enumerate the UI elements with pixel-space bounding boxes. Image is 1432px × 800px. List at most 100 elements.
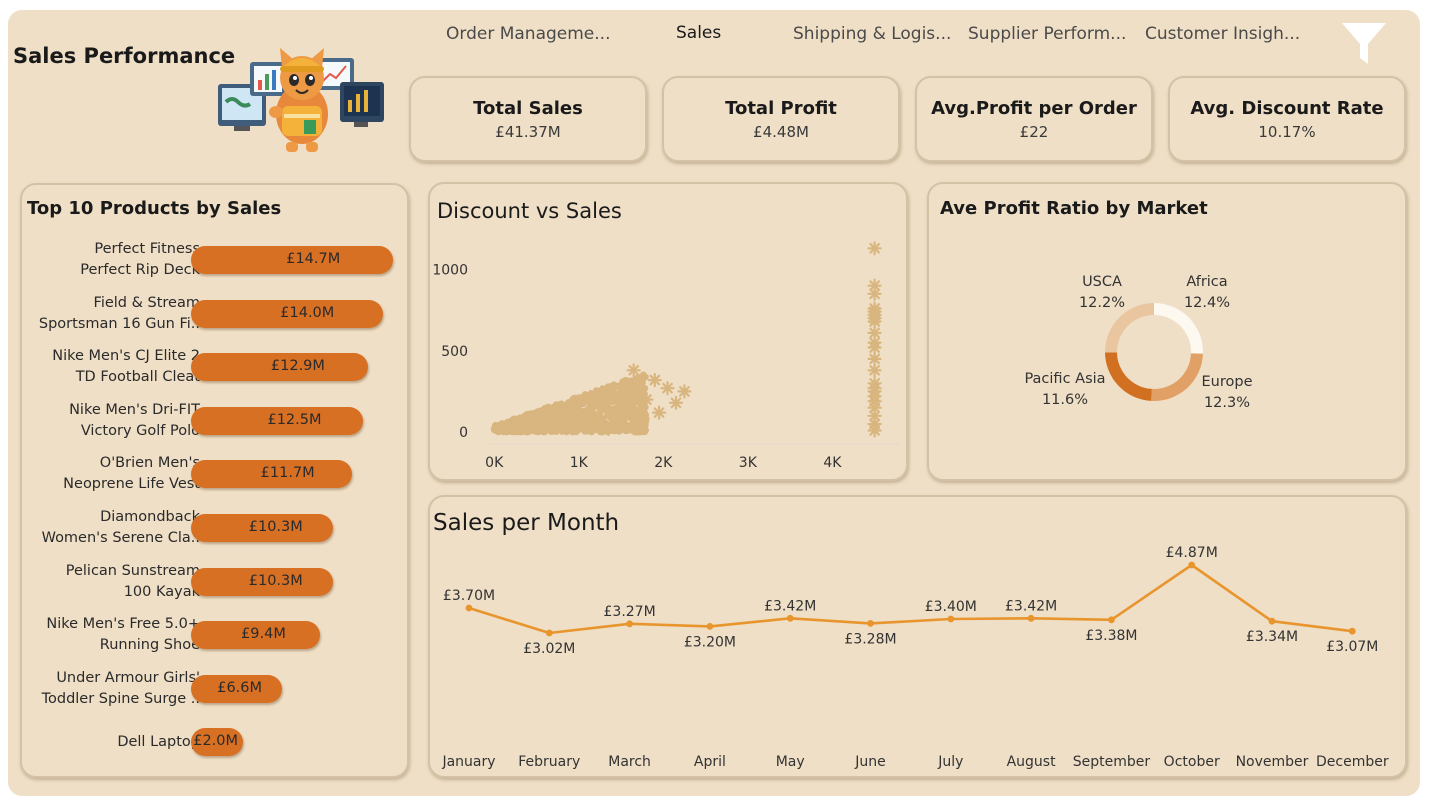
tab-shipping-logistics[interactable]: Shipping & Logis... <box>793 24 952 44</box>
line-point[interactable] <box>706 623 714 630</box>
line-point[interactable] <box>786 614 794 622</box>
scatter-point <box>575 394 583 402</box>
line-point[interactable] <box>545 629 553 637</box>
donut-slice[interactable] <box>1154 303 1203 354</box>
page-title: Sales Performance <box>13 44 236 68</box>
discount-vs-sales-chart: 0K 1K 2K 3K 4K 0 500 1000 <box>432 241 900 471</box>
x-tick-label: 0K <box>485 455 504 471</box>
scatter-point <box>598 394 605 401</box>
scatter-point <box>636 410 643 418</box>
line-point[interactable] <box>1108 616 1115 624</box>
product-bar-value: £9.4M <box>241 626 286 643</box>
scatter-point <box>568 422 576 430</box>
month-tick-label: September <box>1073 754 1151 770</box>
product-label: Nike Men's Dri-FIT Victory Golf Polo <box>69 401 200 439</box>
scatter-point <box>571 413 578 420</box>
line-data-label: £3.02M <box>523 641 575 657</box>
top-products-title: Top 10 Products by Sales <box>27 198 282 219</box>
donut-category-label: USCA <box>1082 274 1122 290</box>
sales-per-month-card <box>428 495 1407 778</box>
donut-value-label: 12.4% <box>1184 295 1230 311</box>
sales-line <box>468 563 1353 635</box>
scatter-point <box>867 363 882 378</box>
scatter-point <box>625 398 633 406</box>
scatter-point <box>531 428 539 435</box>
line-point[interactable] <box>1188 561 1196 569</box>
discount-vs-sales-title: Discount vs Sales <box>437 199 622 223</box>
scatter-point <box>647 373 662 388</box>
scatter-point <box>635 415 650 430</box>
scatter-point <box>611 414 619 422</box>
tab-order-management[interactable]: Order Manageme... <box>446 24 611 44</box>
tab-supplier-performance[interactable]: Supplier Perform... <box>968 24 1127 44</box>
product-bar[interactable]: £6.6M <box>191 674 282 703</box>
scatter-point <box>604 391 611 398</box>
product-bar[interactable]: £14.0M <box>191 299 384 328</box>
product-bar[interactable]: £2.0M <box>191 728 243 757</box>
line-data-label: £3.07M <box>1326 639 1378 655</box>
line-data-label: £3.28M <box>844 631 896 647</box>
kpi-label: Total Profit <box>725 98 837 119</box>
line-point[interactable] <box>1348 627 1356 635</box>
kpi-total-sales: Total Sales £41.37M <box>409 76 647 162</box>
filter-icon[interactable] <box>1340 20 1388 68</box>
y-tick-label: 500 <box>441 344 468 360</box>
product-bar-value: £11.7M <box>260 465 315 482</box>
profit-ratio-title: Ave Profit Ratio by Market <box>940 198 1208 219</box>
scatter-main-cloud <box>490 371 650 436</box>
donut-slice[interactable] <box>1105 352 1152 401</box>
product-bar[interactable]: £14.7M <box>191 246 393 274</box>
kpi-label: Total Sales <box>473 98 583 119</box>
line-point[interactable] <box>947 615 955 623</box>
scatter-point <box>633 425 641 433</box>
product-bar-value: £6.6M <box>217 679 263 696</box>
donut-slice[interactable] <box>1105 303 1154 353</box>
scatter-point <box>533 415 541 423</box>
product-label: Under Armour Girls' Toddler Spine Surge .… <box>41 669 200 707</box>
line-point[interactable] <box>1027 614 1035 622</box>
scatter-point <box>637 399 645 407</box>
scatter-point <box>610 393 618 401</box>
product-bar[interactable]: £10.3M <box>191 514 333 542</box>
product-label: Dell Laptop <box>117 733 200 750</box>
scatter-point <box>639 392 654 407</box>
donut-slice[interactable] <box>1151 353 1203 401</box>
scatter-point <box>637 380 645 387</box>
profit-ratio-card <box>927 182 1407 481</box>
product-bar-value: £10.3M <box>248 519 303 535</box>
donut-category-label: Europe <box>1202 374 1253 390</box>
line-data-label: £3.34M <box>1246 629 1298 645</box>
tab-customer-insights[interactable]: Customer Insigh... <box>1145 24 1301 44</box>
scatter-point <box>565 403 573 411</box>
scatter-point <box>867 423 882 438</box>
kpi-avg-profit-per-order: Avg.Profit per Order £22 <box>915 76 1153 162</box>
line-data-label: £3.20M <box>684 634 736 650</box>
line-point[interactable] <box>1268 617 1276 625</box>
month-tick-label: February <box>518 754 580 770</box>
line-point[interactable] <box>626 620 633 628</box>
product-label: O'Brien Men's Neoprene Life Vest <box>63 455 200 493</box>
scatter-point <box>590 390 598 398</box>
product-bar[interactable]: £11.7M <box>191 460 352 489</box>
tab-sales[interactable]: Sales <box>676 23 722 43</box>
product-label: Perfect Fitness Perfect Rip Deck <box>80 241 200 278</box>
product-bar[interactable]: £10.3M <box>191 567 333 596</box>
scatter-point <box>590 403 598 411</box>
scatter-point <box>677 384 692 399</box>
kpi-value: £4.48M <box>753 123 809 141</box>
product-label: Pelican Sunstream 100 Kayak <box>65 562 200 600</box>
month-tick-label: October <box>1164 754 1220 770</box>
scatter-point <box>582 424 590 431</box>
line-point[interactable] <box>465 604 473 612</box>
product-bar[interactable]: £12.9M <box>191 353 369 382</box>
month-tick-label: July <box>937 754 963 770</box>
scatter-point <box>581 411 589 418</box>
scatter-point <box>642 411 650 419</box>
scatter-point <box>668 395 684 410</box>
product-label: Field & Stream Sportsman 16 Gun Fi.. <box>38 294 200 332</box>
product-bar[interactable]: £9.4M <box>191 621 321 650</box>
kpi-avg-discount-rate: Avg. Discount Rate 10.17% <box>1168 76 1406 162</box>
line-point[interactable] <box>867 620 874 627</box>
product-label: Diamondback Women's Serene Cla.. <box>41 509 200 546</box>
product-bar[interactable]: £12.5M <box>191 406 363 435</box>
